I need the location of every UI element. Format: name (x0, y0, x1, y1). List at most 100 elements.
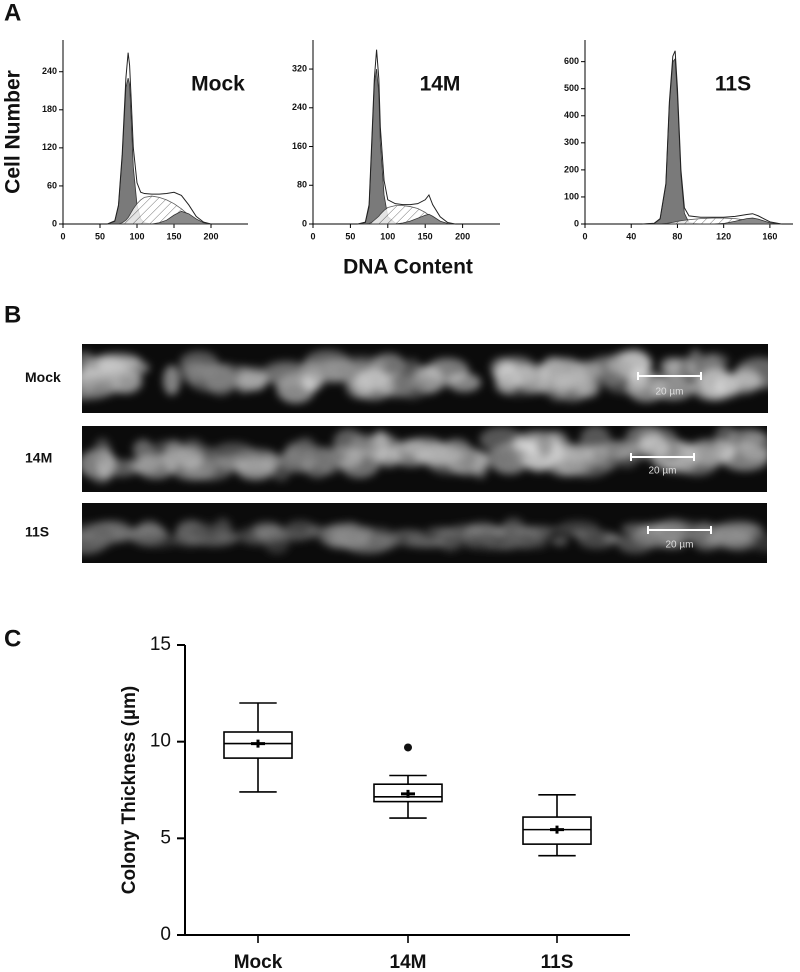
mean (401, 789, 415, 798)
x-tick-label: 50 (95, 231, 105, 241)
y-tick-label: 0 (302, 218, 307, 228)
signal (491, 533, 540, 549)
x-tick-label: 0 (310, 231, 315, 241)
signal (234, 365, 254, 394)
signal (295, 437, 317, 462)
y-tick-label: 500 (564, 83, 579, 93)
panel-label: B (4, 301, 21, 328)
fit-component (357, 213, 456, 225)
y-tick-label: 200 (564, 164, 579, 174)
signal (212, 442, 256, 464)
outlier (404, 743, 412, 752)
signal (556, 520, 600, 537)
fit-component (107, 210, 212, 225)
chart-title: 14M (420, 73, 461, 96)
x-tick-label: 200 (455, 231, 470, 241)
signal (89, 526, 115, 549)
y-tick-label: 400 (564, 110, 579, 120)
signal (83, 356, 127, 377)
panel-label: A (4, 0, 21, 26)
signal (169, 447, 196, 467)
x-tick-label: 40 (626, 231, 636, 241)
chart-title: Mock (191, 73, 245, 96)
x-tick-label: 0 (60, 231, 65, 241)
y-tick-label: 0 (52, 218, 57, 228)
signal (339, 449, 380, 479)
signal (398, 537, 446, 548)
x-tick-label: 80 (672, 231, 682, 241)
x-tick-label: 150 (418, 231, 433, 241)
x-axis-label: DNA Content (343, 256, 473, 279)
x-tick-label: 160 (762, 231, 777, 241)
signal (352, 369, 395, 401)
signal (750, 534, 767, 553)
micrograph-signal (82, 349, 768, 404)
y-tick-label: 320 (292, 63, 307, 73)
signal (111, 368, 143, 394)
signal (372, 430, 389, 461)
mean (251, 739, 265, 748)
signal (616, 532, 655, 554)
signal (93, 438, 111, 464)
y-tick-label: 180 (42, 104, 57, 114)
y-tick-label: 240 (42, 66, 57, 76)
signal (132, 533, 182, 549)
x-tick-label: 14M (390, 952, 427, 972)
signal (479, 427, 523, 453)
signal (311, 449, 348, 466)
y-tick-label: 0 (160, 924, 171, 945)
micrograph-signal (82, 517, 767, 555)
signal (727, 428, 767, 447)
histogram-outline (642, 50, 782, 225)
y-tick-label: 300 (564, 137, 579, 147)
signal (329, 524, 373, 539)
y-axis-label: Colony Thickness (µm) (119, 686, 140, 894)
y-tick-label: 160 (292, 141, 307, 151)
x-tick-label: 50 (345, 231, 355, 241)
signal (132, 439, 154, 460)
scale-label: 20 µm (666, 540, 694, 551)
y-tick-label: 0 (574, 218, 579, 228)
signal (638, 435, 669, 458)
x-tick-label: 11S (541, 952, 574, 972)
signal (584, 355, 634, 385)
signal (447, 373, 482, 393)
x-tick-label: 120 (716, 231, 731, 241)
signal (483, 447, 534, 466)
panel-label: C (4, 625, 21, 652)
y-tick-label: 80 (297, 180, 307, 190)
y-tick-label: 15 (150, 634, 171, 655)
chart-title: 11S (715, 73, 751, 96)
histogram-outline (107, 52, 212, 225)
signal (719, 443, 767, 472)
signal (698, 353, 729, 370)
mean (550, 825, 564, 834)
x-tick-label: 200 (203, 231, 218, 241)
signal (186, 362, 235, 393)
y-axis-label: Cell Number (2, 70, 25, 194)
y-tick-label: 100 (564, 191, 579, 201)
y-tick-label: 120 (42, 142, 57, 152)
y-tick-label: 600 (564, 56, 579, 66)
signal (537, 357, 588, 387)
signal (551, 536, 569, 547)
signal (200, 445, 218, 475)
row-label: Mock (25, 369, 61, 385)
y-tick-label: 60 (47, 180, 57, 190)
x-tick-label: 100 (380, 231, 395, 241)
signal (265, 365, 309, 387)
signal (396, 378, 428, 400)
signal (422, 442, 462, 467)
x-tick-label: 100 (129, 231, 144, 241)
scale-label: 20 µm (656, 387, 684, 398)
signal (492, 362, 535, 387)
signal (266, 529, 311, 542)
signal (390, 439, 433, 467)
signal (190, 522, 220, 542)
histogram-outline (357, 49, 456, 225)
signal (99, 459, 141, 477)
fit-component (642, 217, 782, 225)
x-tick-label: 0 (582, 231, 587, 241)
y-tick-label: 5 (160, 827, 171, 848)
